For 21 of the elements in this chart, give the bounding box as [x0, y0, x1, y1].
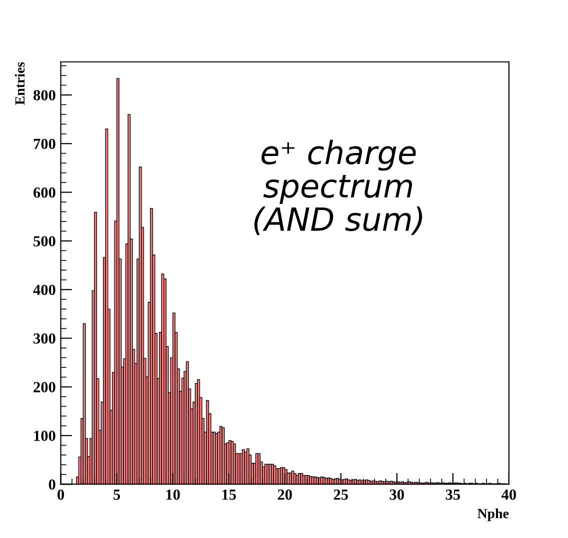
- x-tick-label: 5: [114, 490, 120, 500]
- x-tick-label: 25: [334, 490, 348, 500]
- x-tick-label: 20: [278, 490, 292, 500]
- x-tick-label: 15: [222, 490, 236, 500]
- x-tick-label: 30: [390, 490, 404, 500]
- y-tick-label: 0: [48, 479, 56, 490]
- y-tick-label: 200: [34, 382, 56, 392]
- x-tick-label: 10: [166, 490, 180, 500]
- y-tick-label: 500: [34, 236, 56, 246]
- y-tick-label: 800: [34, 90, 56, 100]
- y-axis-title: Entries: [14, 62, 25, 105]
- y-tick-label: 700: [34, 138, 56, 150]
- x-tick-label: 0: [58, 490, 64, 500]
- y-tick-label: 100: [34, 430, 56, 441]
- y-tick-label: 300: [34, 333, 56, 344]
- y-tick-label: 400: [33, 284, 56, 296]
- x-axis-title: Nphe: [478, 508, 509, 522]
- annotation: e⁺ charge spectrum (AND sum): [254, 140, 422, 235]
- y-tick-label: 600: [34, 187, 56, 198]
- x-tick-label: 40: [502, 490, 516, 500]
- x-tick-label: 35: [446, 490, 460, 500]
